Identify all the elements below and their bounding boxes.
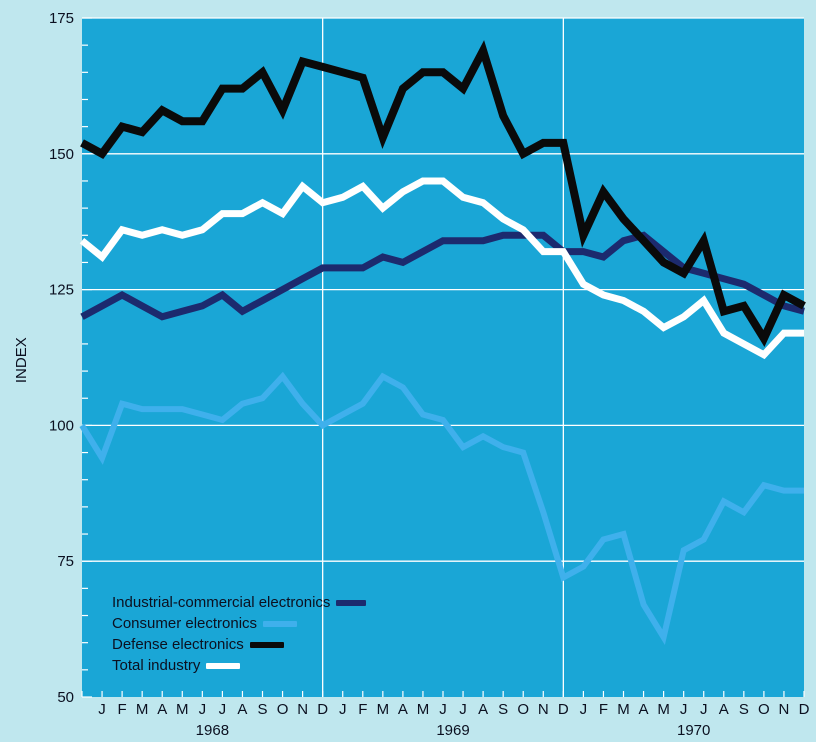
y-tick-label: 50 <box>57 689 74 706</box>
plot-area <box>82 18 804 697</box>
y-tick-label: 125 <box>49 282 74 299</box>
x-tick-label: F <box>118 701 127 718</box>
x-tick-label: O <box>758 701 770 718</box>
y-tick-label: 75 <box>57 553 74 570</box>
x-tick-label: A <box>719 701 729 718</box>
x-tick-label: N <box>538 701 549 718</box>
x-tick-label: M <box>377 701 390 718</box>
x-tick-label: M <box>417 701 430 718</box>
y-tick-labels: 50 75 100 125 150 175 <box>49 10 74 706</box>
legend-swatch <box>263 620 298 627</box>
series-line-1 <box>79 371 804 645</box>
x-tick-label: A <box>478 701 488 718</box>
x-tick-label: J <box>580 701 588 718</box>
legend-label: Defense electronics <box>112 636 244 653</box>
y-tick-label: 100 <box>49 417 74 434</box>
legend-label: Consumer electronics <box>112 615 258 632</box>
x-tick-label: M <box>657 701 670 718</box>
legend-label: Total industry <box>112 657 201 674</box>
year-label: 1970 <box>677 722 710 739</box>
x-tick-label: M <box>176 701 189 718</box>
x-tick-label: A <box>237 701 247 718</box>
x-tick-label: A <box>157 701 167 718</box>
legend-item-defense: Defense electronics <box>112 634 366 655</box>
x-tick-label: M <box>617 701 630 718</box>
legend-label: Industrial-commercial electronics <box>112 594 331 611</box>
gridlines <box>82 17 804 697</box>
series-lines <box>79 40 806 645</box>
x-tick-label: S <box>739 701 749 718</box>
x-tick-label: O <box>277 701 289 718</box>
x-tick-label: N <box>297 701 308 718</box>
x-tick-label: J <box>98 701 106 718</box>
x-tick-label: S <box>498 701 508 718</box>
year-label: 1968 <box>196 722 229 739</box>
legend-swatch <box>206 662 241 669</box>
x-tick-label: S <box>257 701 267 718</box>
x-tick-label: J <box>680 701 688 718</box>
x-tick-label: J <box>339 701 347 718</box>
y-axis-label: INDEX <box>13 337 30 383</box>
x-tick-label: J <box>199 701 207 718</box>
x-tick-label: J <box>700 701 708 718</box>
legend-swatch <box>336 599 367 606</box>
legend-swatch <box>249 641 284 648</box>
legend-item-total: Total industry <box>112 655 366 676</box>
x-tick-label: D <box>558 701 569 718</box>
y-tick-label: 150 <box>49 146 74 163</box>
x-tick-label: J <box>459 701 467 718</box>
x-tick-label: J <box>219 701 227 718</box>
series-line-2 <box>80 40 806 347</box>
x-tick-label: N <box>779 701 790 718</box>
x-tick-label: D <box>799 701 810 718</box>
legend-item-consumer: Consumer electronics <box>112 613 366 634</box>
y-tick-label: 175 <box>49 10 74 27</box>
series-line-3 <box>79 177 804 360</box>
x-tick-label: D <box>317 701 328 718</box>
x-tick-label: J <box>439 701 447 718</box>
year-label: 1969 <box>436 722 469 739</box>
x-tick-label: F <box>358 701 367 718</box>
x-tick-label: A <box>398 701 408 718</box>
year-labels: 1968 1969 1970 <box>196 722 711 739</box>
legend: Industrial-commercial electronics Consum… <box>112 592 367 676</box>
x-tick-label: M <box>136 701 149 718</box>
x-tick-label: O <box>517 701 529 718</box>
x-tick-label: A <box>639 701 649 718</box>
x-tick-label: F <box>599 701 608 718</box>
legend-item-industrial: Industrial-commercial electronics <box>112 592 367 613</box>
